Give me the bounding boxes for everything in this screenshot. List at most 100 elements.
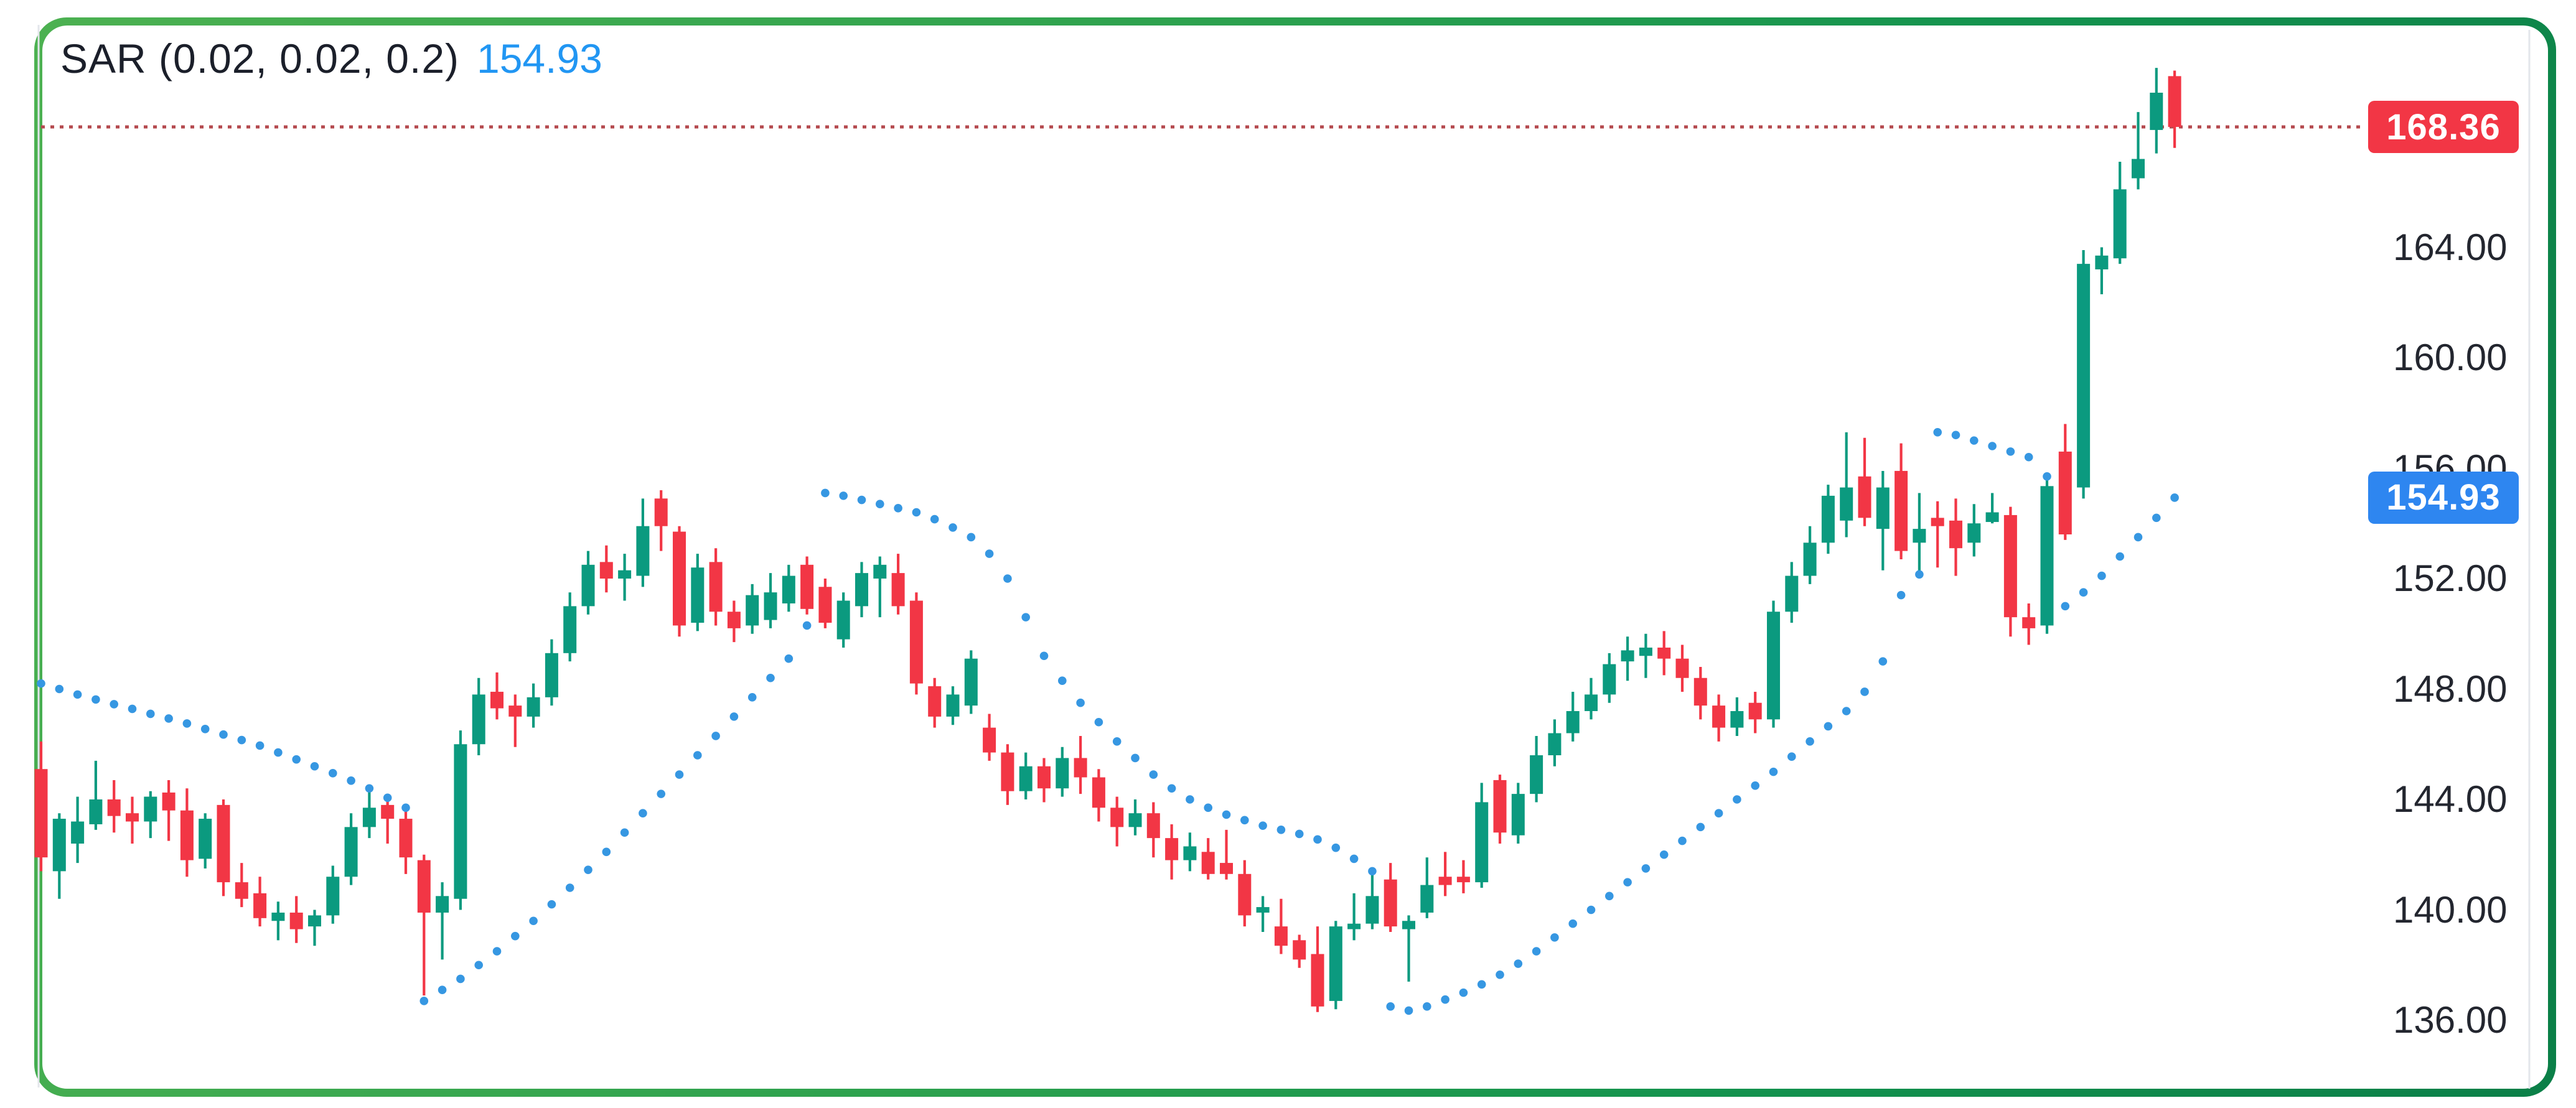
candle-body xyxy=(1420,885,1434,913)
sar-dot xyxy=(1970,436,1979,445)
indicator-title[interactable]: SAR (0.02, 0.02, 0.2) xyxy=(60,35,460,81)
sar-dot xyxy=(1714,809,1723,817)
sar-dot xyxy=(1623,878,1632,887)
sar-dot xyxy=(419,997,429,1005)
frame-border xyxy=(34,17,2556,1097)
chart-background xyxy=(42,26,2548,1089)
sar-dot xyxy=(894,504,902,513)
sar-dot xyxy=(182,719,192,728)
axis-price-label: 148.00 xyxy=(2393,668,2508,710)
candle-body xyxy=(1603,664,1616,695)
candle-body xyxy=(362,808,376,827)
sar-dot xyxy=(693,751,702,760)
candle-body xyxy=(1639,647,1652,656)
sar-dot xyxy=(1094,717,1103,727)
sar-dot xyxy=(766,673,775,682)
sar-dot xyxy=(1678,836,1687,845)
candle-body xyxy=(727,612,741,628)
candle-body xyxy=(855,573,868,607)
sar-dot xyxy=(1386,1002,1395,1011)
candle-body xyxy=(1767,612,1780,720)
candle-body xyxy=(636,526,650,576)
candle-body xyxy=(800,564,814,609)
candle-body xyxy=(1803,542,1817,576)
sar-dot xyxy=(967,533,976,542)
sar-dot xyxy=(365,784,374,793)
candle-body xyxy=(1493,780,1507,833)
candle-body xyxy=(1220,863,1233,874)
sar-dot xyxy=(747,693,757,702)
sar-dot xyxy=(930,514,939,524)
sar-dot xyxy=(310,761,319,771)
sar-dot xyxy=(1568,919,1577,928)
sar-dot xyxy=(1313,835,1322,844)
candle-body xyxy=(253,893,267,918)
candle-body xyxy=(1566,711,1580,733)
axis-price-label: 140.00 xyxy=(2393,888,2508,931)
candle-body xyxy=(472,694,485,745)
candle-body xyxy=(1985,512,1999,523)
sar-dot xyxy=(1915,570,1924,579)
sar-dot xyxy=(1331,843,1341,852)
sar-dot xyxy=(292,755,301,764)
candle-body xyxy=(891,573,905,607)
candle-body xyxy=(1931,518,1944,526)
candle-body xyxy=(326,877,340,916)
indicator-legend: SAR (0.02, 0.02, 0.2) 154.93 xyxy=(60,36,602,81)
candle-body xyxy=(1074,758,1087,778)
candle-body xyxy=(1128,813,1142,827)
sar-dot xyxy=(1951,431,1960,440)
candle-body xyxy=(1092,777,1105,808)
candle-body xyxy=(1201,852,1215,874)
candle-body xyxy=(964,658,978,706)
candle-body xyxy=(162,792,176,811)
candle-body xyxy=(1876,487,1890,529)
candle-body xyxy=(508,705,522,717)
candle-body xyxy=(1967,523,1981,543)
candle-body xyxy=(436,896,449,913)
candle-body xyxy=(107,799,121,816)
sar-dot xyxy=(912,508,921,517)
sar-dot xyxy=(1514,959,1523,968)
sar-dot xyxy=(1477,980,1486,989)
sar-dot xyxy=(1842,707,1851,715)
candle-body xyxy=(1256,907,1270,913)
candle-body xyxy=(1748,702,1762,720)
sar-dot xyxy=(1878,657,1888,666)
sar-dot xyxy=(1824,722,1833,731)
sar-dot xyxy=(729,712,739,721)
sar-dot xyxy=(146,709,155,719)
sar-dot xyxy=(274,748,283,757)
sar-dot xyxy=(839,491,848,500)
sar-dot xyxy=(2006,447,2015,456)
sar-dot xyxy=(1459,988,1468,997)
candle-body xyxy=(1475,802,1489,883)
sar-dot xyxy=(784,654,794,663)
sar-dot xyxy=(1003,574,1012,583)
sar-dot xyxy=(1222,810,1231,819)
sar-dot xyxy=(657,789,665,798)
candle-body xyxy=(381,804,395,819)
candle-body xyxy=(199,819,212,859)
sar-dot xyxy=(1240,816,1249,825)
candle-body xyxy=(527,697,540,717)
sar-dot xyxy=(73,690,82,699)
candle-body xyxy=(1693,677,1707,706)
sar-dot xyxy=(1532,947,1541,956)
axis-price-label: 152.00 xyxy=(2393,557,2508,599)
candle-body xyxy=(308,915,321,927)
candle-body xyxy=(1840,487,1853,521)
sar-dot xyxy=(37,679,45,688)
candle-body xyxy=(1238,873,1252,916)
sar-dot xyxy=(1550,933,1559,942)
candle-body xyxy=(946,694,960,717)
sar-dot xyxy=(1058,676,1067,685)
sar-dot xyxy=(639,809,647,817)
candle-body xyxy=(1274,926,1288,946)
sar-dot xyxy=(1423,1002,1431,1011)
candle-body xyxy=(490,691,503,709)
candle-body xyxy=(1895,470,1908,551)
price-scale[interactable]: 168.36 154.93 164.00 160.00 156.00 152.00 14… xyxy=(2365,17,2552,1097)
sar-dot xyxy=(128,704,137,714)
